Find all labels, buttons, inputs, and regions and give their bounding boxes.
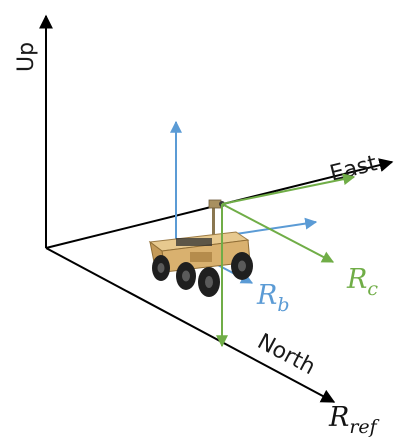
- frame-label-rc-sub: c: [367, 278, 378, 300]
- frame-label-rb-sub: b: [277, 294, 289, 316]
- frame-label-rref: Rref: [328, 402, 380, 438]
- wheeled-rover-icon: [148, 199, 253, 297]
- camera-frame-axes: [216, 173, 356, 348]
- frame-label-rc-main: R: [346, 264, 367, 295]
- frame-label-rb-main: R: [256, 280, 277, 311]
- camera-frame-side-arrow: [221, 203, 335, 263]
- frame-label-rref-main: R: [328, 402, 349, 433]
- north-axis: [45, 247, 336, 403]
- camera-frame-east-arrow: [221, 173, 356, 205]
- frame-label-rc: Rc: [346, 264, 378, 300]
- up-label: Up: [14, 42, 39, 72]
- frame-label-rb: Rb: [256, 280, 290, 316]
- reference-frame-axes: [39, 14, 394, 403]
- frame-label-rref-sub: ref: [349, 416, 379, 438]
- north-label: North: [253, 329, 319, 380]
